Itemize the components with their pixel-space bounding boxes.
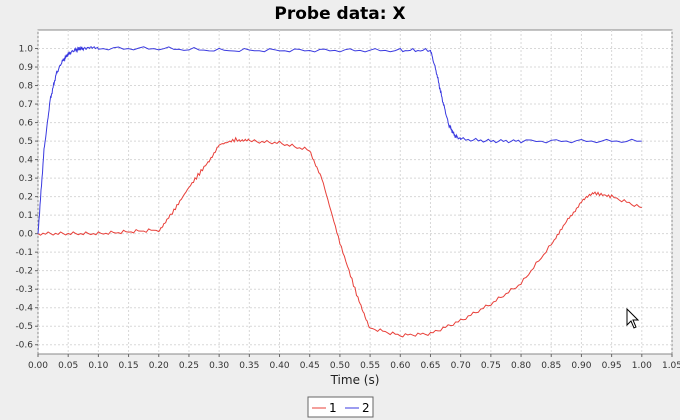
x-tick-label: 0.60 xyxy=(390,361,410,371)
x-tick-label: 0.75 xyxy=(481,361,501,371)
x-tick-label: 0.45 xyxy=(300,361,320,371)
x-tick-label: 0.10 xyxy=(88,361,108,371)
chart-title: Probe data: X xyxy=(274,4,405,24)
x-tick-label: 0.55 xyxy=(360,361,380,371)
y-tick-label: 0.1 xyxy=(19,211,33,221)
legend-label-1: 1 xyxy=(329,401,337,415)
y-tick-label: 0.5 xyxy=(19,137,33,147)
legend-box xyxy=(307,396,374,418)
x-tick-label: 0.30 xyxy=(209,361,229,371)
x-tick-label: 0.00 xyxy=(28,361,48,371)
y-tick-label: 0.4 xyxy=(19,156,34,166)
series-line-1 xyxy=(37,136,642,338)
y-tick-label: 0.7 xyxy=(19,100,33,110)
y-tick-label: 0.3 xyxy=(19,174,33,184)
series-lines xyxy=(37,45,642,338)
series-line-2 xyxy=(37,45,642,234)
x-tick-label: 0.05 xyxy=(58,361,78,371)
y-tick-label: 0.2 xyxy=(19,193,33,203)
y-tick-label: 0.0 xyxy=(19,230,34,240)
x-tick-label: 0.25 xyxy=(179,361,199,371)
x-tick-label: 0.40 xyxy=(270,361,290,371)
y-tick-label: 0.6 xyxy=(19,119,34,129)
x-tick-label: 0.15 xyxy=(119,361,139,371)
x-tick-label: 0.50 xyxy=(330,361,350,371)
mouse-pointer-icon xyxy=(626,308,640,329)
y-tick-label: 0.8 xyxy=(19,82,34,92)
y-tick-label: -0.5 xyxy=(15,322,33,332)
plot-area xyxy=(37,29,673,355)
y-tick-label: -0.1 xyxy=(15,248,33,258)
x-tick-label: 1.05 xyxy=(662,361,680,371)
x-axis-title: Time (s) xyxy=(330,373,380,387)
x-tick-label: 0.70 xyxy=(451,361,471,371)
x-tick-label: 0.20 xyxy=(149,361,169,371)
legend-label-2: 2 xyxy=(362,401,370,415)
axes: 0.00 0.05 0.10 0.15 0.20 0.25 0.30 0.35 0.40 0.45… xyxy=(15,45,680,371)
y-tick-label: 0.9 xyxy=(19,63,34,73)
x-tick-label: 0.95 xyxy=(602,361,622,371)
x-tick-label: 0.35 xyxy=(239,361,259,371)
x-tick-label: 0.90 xyxy=(571,361,591,371)
y-tick-label: 1.0 xyxy=(19,45,34,55)
grid-lines xyxy=(37,30,673,354)
y-tick-label: -0.3 xyxy=(15,285,33,295)
x-tick-label: 1.00 xyxy=(632,361,652,371)
y-tick-label: -0.2 xyxy=(15,267,33,277)
y-tick-label: -0.6 xyxy=(15,341,33,351)
y-tick-label: -0.4 xyxy=(15,304,33,314)
x-tick-label: 0.65 xyxy=(420,361,440,371)
x-tick-label: 0.80 xyxy=(511,361,531,371)
x-tick-label: 0.85 xyxy=(541,361,561,371)
